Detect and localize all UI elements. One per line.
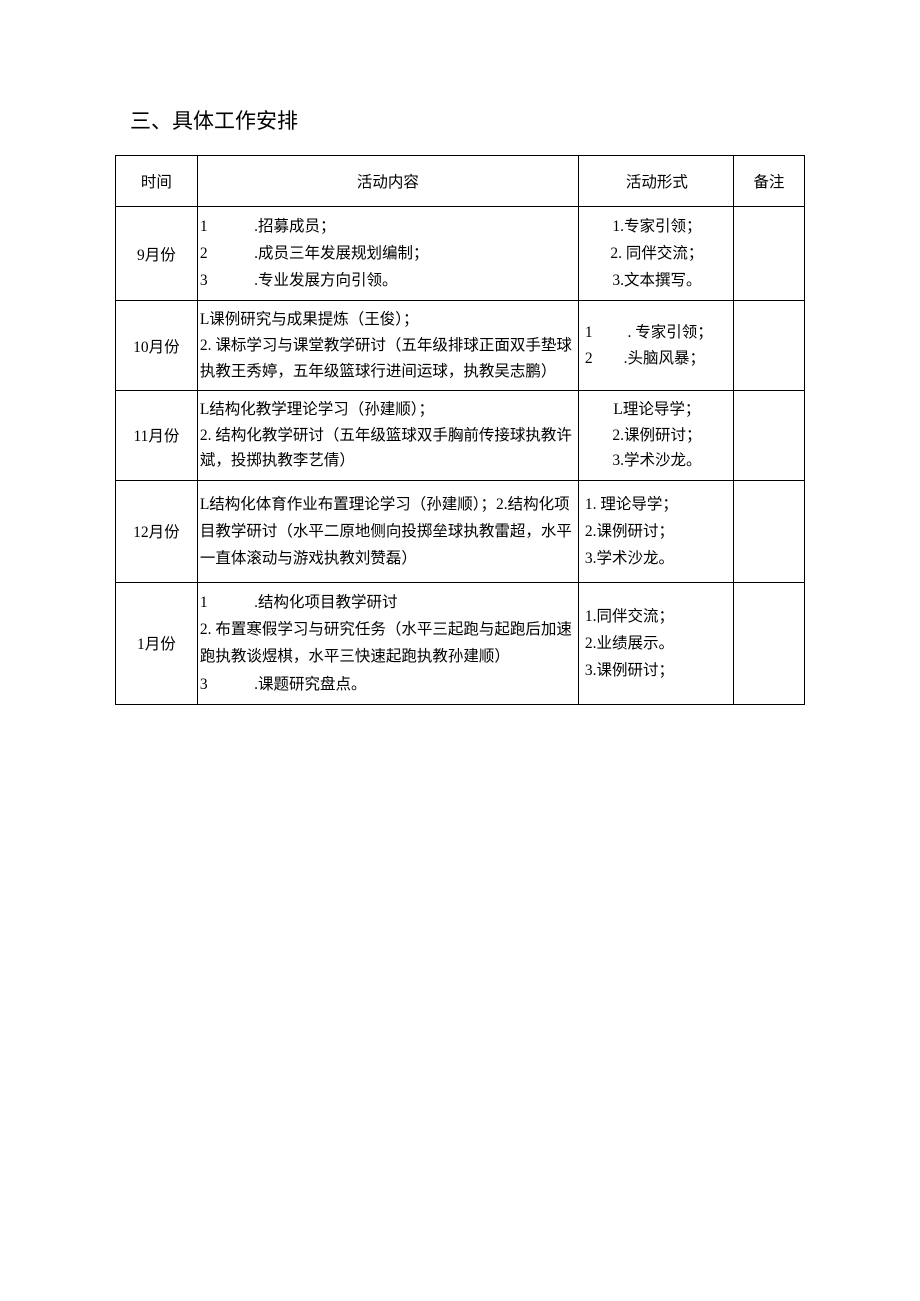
content-line: 3 .课题研究盘点。	[200, 671, 576, 698]
header-format: 活动形式	[578, 156, 733, 207]
cell-time: 11月份	[116, 391, 198, 481]
schedule-table: 时间 活动内容 活动形式 备注 9月份 1 .招募成员； 2 .成员三年发展规划…	[115, 155, 805, 705]
cell-format: 1. 理论导学； 2.课例研讨； 3.学术沙龙。	[578, 480, 733, 582]
format-line: 2.课例研讨；	[585, 518, 729, 545]
section-heading: 三、具体工作安排	[130, 105, 805, 135]
cell-content: L结构化教学理论学习（孙建顺）； 2. 结构化教学研讨（五年级篮球双手胸前传接球…	[197, 391, 578, 481]
header-content: 活动内容	[197, 156, 578, 207]
cell-note	[733, 301, 804, 391]
format-line: 2. 同伴交流；	[585, 240, 729, 267]
header-note: 备注	[733, 156, 804, 207]
cell-note	[733, 480, 804, 582]
content-line: 2 .成员三年发展规划编制；	[200, 240, 576, 267]
format-line: 1.专家引领；	[585, 213, 729, 240]
cell-time: 1月份	[116, 583, 198, 705]
format-line: 2.业绩展示。	[585, 630, 729, 657]
cell-format: 1 . 专家引领； 2 .头脑风暴；	[578, 301, 733, 391]
cell-note	[733, 391, 804, 481]
content-line: L课例研究与成果提炼（王俊）；	[200, 307, 576, 333]
format-line: L理论导学；	[585, 397, 729, 423]
table-row: 9月份 1 .招募成员； 2 .成员三年发展规划编制； 3 .专业发展方向引领。…	[116, 207, 805, 301]
cell-format: L理论导学； 2.课例研讨； 3.学术沙龙。	[578, 391, 733, 481]
cell-note	[733, 207, 804, 301]
content-line: 2. 布置寒假学习与研究任务（水平三起跑与起跑后加速跑执教谈煜棋，水平三快速起跑…	[200, 616, 576, 670]
format-line: 3.文本撰写。	[585, 267, 729, 294]
cell-time: 12月份	[116, 480, 198, 582]
format-line: 2 .头脑风暴；	[585, 346, 729, 372]
cell-content: L课例研究与成果提炼（王俊）； 2. 课标学习与课堂教学研讨（五年级排球正面双手…	[197, 301, 578, 391]
content-line: 2. 课标学习与课堂教学研讨（五年级排球正面双手垫球执教王秀婷，五年级篮球行进间…	[200, 333, 576, 384]
table-row: 11月份 L结构化教学理论学习（孙建顺）； 2. 结构化教学研讨（五年级篮球双手…	[116, 391, 805, 481]
cell-time: 10月份	[116, 301, 198, 391]
header-time: 时间	[116, 156, 198, 207]
table-row: 1月份 1 .结构化项目教学研讨 2. 布置寒假学习与研究任务（水平三起跑与起跑…	[116, 583, 805, 705]
content-line: L结构化体育作业布置理论学习（孙建顺）；2.结构化项目教学研讨（水平二原地侧向投…	[200, 491, 576, 572]
format-line: 3.学术沙龙。	[585, 448, 729, 474]
cell-format: 1.同伴交流； 2.业绩展示。 3.课例研讨；	[578, 583, 733, 705]
format-line: 2.课例研讨；	[585, 423, 729, 449]
cell-format: 1.专家引领； 2. 同伴交流； 3.文本撰写。	[578, 207, 733, 301]
content-line: 1 .招募成员；	[200, 213, 576, 240]
table-row: 10月份 L课例研究与成果提炼（王俊）； 2. 课标学习与课堂教学研讨（五年级排…	[116, 301, 805, 391]
format-line: 3.学术沙龙。	[585, 545, 729, 572]
content-line: L结构化教学理论学习（孙建顺）；	[200, 397, 576, 423]
cell-content: 1 .招募成员； 2 .成员三年发展规划编制； 3 .专业发展方向引领。	[197, 207, 578, 301]
table-row: 12月份 L结构化体育作业布置理论学习（孙建顺）；2.结构化项目教学研讨（水平二…	[116, 480, 805, 582]
content-line: 1 .结构化项目教学研讨	[200, 589, 576, 616]
content-line: 3 .专业发展方向引领。	[200, 267, 576, 294]
format-line: 3.课例研讨；	[585, 657, 729, 684]
cell-note	[733, 583, 804, 705]
cell-content: L结构化体育作业布置理论学习（孙建顺）；2.结构化项目教学研讨（水平二原地侧向投…	[197, 480, 578, 582]
table-body: 9月份 1 .招募成员； 2 .成员三年发展规划编制； 3 .专业发展方向引领。…	[116, 207, 805, 705]
cell-content: 1 .结构化项目教学研讨 2. 布置寒假学习与研究任务（水平三起跑与起跑后加速跑…	[197, 583, 578, 705]
table-header-row: 时间 活动内容 活动形式 备注	[116, 156, 805, 207]
format-line: 1 . 专家引领；	[585, 320, 729, 346]
format-line: 1.同伴交流；	[585, 603, 729, 630]
format-line: 1. 理论导学；	[585, 491, 729, 518]
content-line: 2. 结构化教学研讨（五年级篮球双手胸前传接球执教许斌，投掷执教李艺倩）	[200, 423, 576, 474]
cell-time: 9月份	[116, 207, 198, 301]
